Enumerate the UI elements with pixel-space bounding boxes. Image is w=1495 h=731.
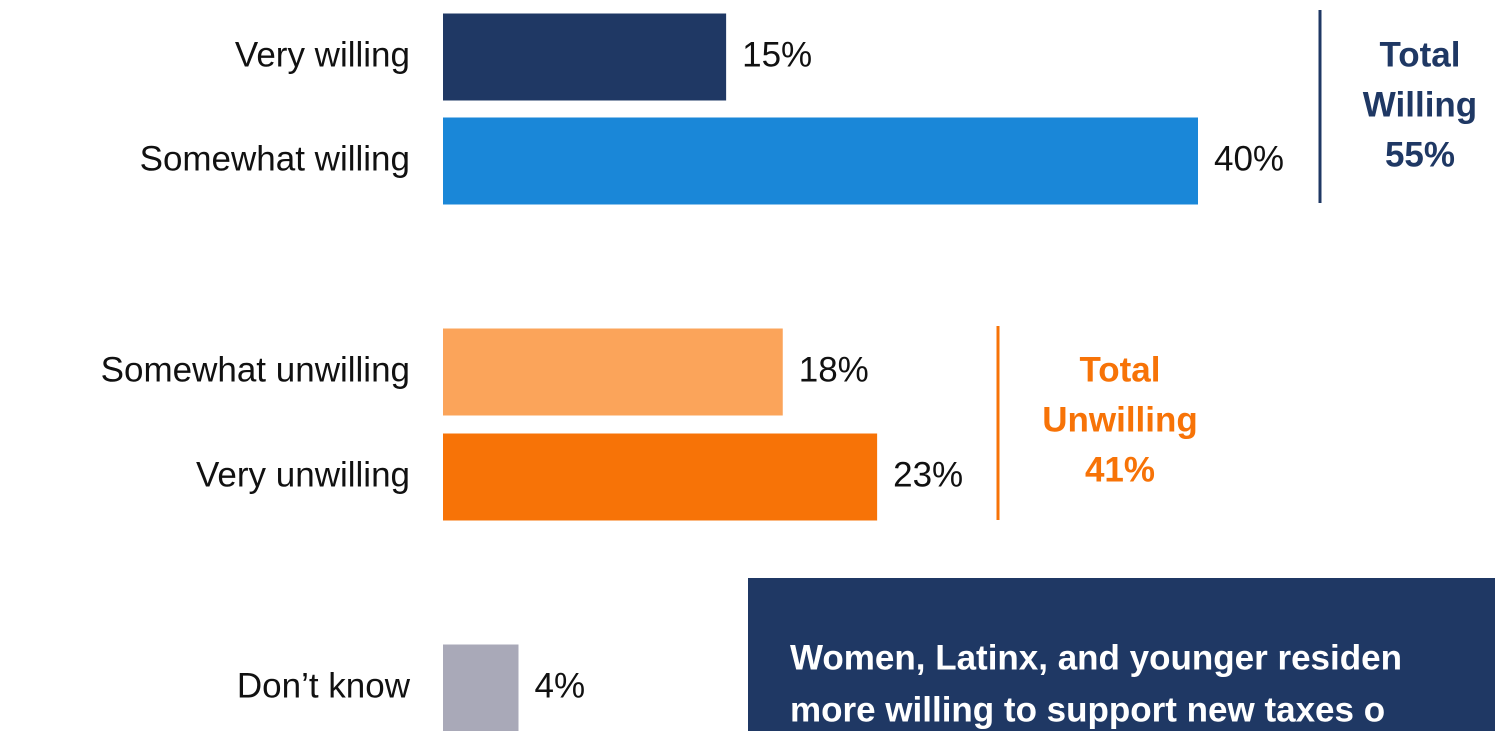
category-label: Very willing <box>235 35 410 74</box>
bar <box>443 328 783 416</box>
bar <box>443 117 1198 205</box>
category-label: Don’t know <box>237 666 411 705</box>
category-label: Somewhat unwilling <box>101 350 410 389</box>
value-label: 4% <box>535 666 586 705</box>
value-label: 18% <box>799 350 869 389</box>
bar <box>443 13 727 101</box>
total-label: 41% <box>1085 450 1155 489</box>
total-label: 55% <box>1385 135 1455 174</box>
category-label: Very unwilling <box>196 455 410 494</box>
callout-text: Women, Latinx, and younger residen <box>790 638 1402 677</box>
value-label: 15% <box>742 35 812 74</box>
value-label: 23% <box>893 455 963 494</box>
total-label: Total <box>1379 35 1460 74</box>
total-label: Willing <box>1363 85 1477 124</box>
category-label: Somewhat willing <box>140 139 410 178</box>
callout-box <box>748 578 1495 731</box>
total-label: Total <box>1079 350 1160 389</box>
callout-text: more willing to support new taxes o <box>790 690 1385 729</box>
total-label: Unwilling <box>1042 400 1198 439</box>
value-label: 40% <box>1214 139 1284 178</box>
bar <box>443 644 519 731</box>
bar <box>443 433 878 521</box>
